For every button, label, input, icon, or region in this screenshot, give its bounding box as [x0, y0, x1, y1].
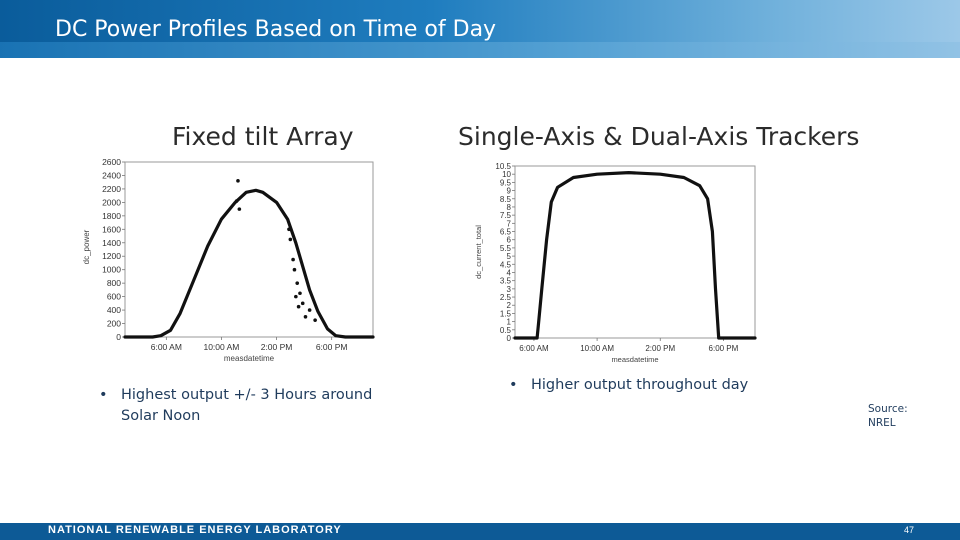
left-bullet-line2: Solar Noon	[121, 408, 201, 424]
y-tick-label: 9.5	[500, 178, 512, 187]
y-tick-label: 10.5	[495, 162, 511, 171]
y-tick-label: 2	[507, 301, 512, 310]
outlier-point	[237, 207, 242, 211]
y-axis-label: dc_current_total	[474, 225, 483, 279]
y-tick-label: 1000	[102, 265, 121, 275]
outlier-point	[234, 199, 239, 203]
y-tick-label: 3	[507, 285, 512, 294]
left-bullet-line1: Highest output +/- 3 Hours around	[121, 387, 373, 403]
outlier-point	[294, 294, 298, 299]
x-tick-label: 10:00 AM	[580, 344, 614, 353]
x-tick-label: 6:00 PM	[316, 342, 348, 352]
x-tick-label: 6:00 PM	[709, 344, 739, 353]
y-tick-label: 5	[507, 252, 512, 261]
y-tick-label: 800	[107, 278, 121, 288]
y-tick-label: 3.5	[500, 277, 512, 286]
tracker-current-chart: 10.5109.598.587.576.565.554.543.532.521.…	[474, 162, 757, 364]
y-tick-label: 1400	[102, 238, 121, 248]
x-axis-label: measdatetime	[611, 355, 658, 364]
footer-lab-name: NATIONAL RENEWABLE ENERGY LABORATORY	[48, 524, 342, 536]
title-bar: DC Power Profiles Based on Time of Day	[0, 0, 960, 58]
source-label: Source:	[868, 403, 908, 415]
title-bar-accent	[0, 42, 960, 58]
data-series-line	[123, 188, 375, 339]
y-tick-label: 0.5	[500, 326, 512, 335]
plot-frame	[514, 165, 756, 339]
slide-title: DC Power Profiles Based on Time of Day	[55, 17, 497, 42]
outlier-point	[287, 227, 291, 232]
outlier-point	[298, 291, 302, 296]
fixed-tilt-power-chart: 2600240022002000180016001400120010008006…	[82, 157, 375, 363]
y-tick-label: 2000	[102, 197, 121, 207]
source-name: NREL	[868, 417, 896, 429]
y-tick-label: 600	[107, 292, 121, 302]
x-tick-label: 10:00 AM	[203, 342, 239, 352]
y-tick-label: 1800	[102, 211, 121, 221]
outlier-point	[313, 318, 317, 322]
y-tick-label: 0	[507, 334, 512, 343]
footer-bar: NATIONAL RENEWABLE ENERGY LABORATORY 47	[0, 523, 960, 540]
outlier-point	[307, 308, 312, 312]
y-tick-label: 2.5	[500, 293, 512, 302]
y-tick-label: 8.5	[500, 195, 512, 204]
y-tick-label: 2600	[102, 157, 121, 167]
y-tick-label: 0	[116, 332, 121, 342]
right-bullet-text: Higher output throughout day	[531, 377, 749, 393]
left-column-heading: Fixed tilt Array	[172, 122, 354, 151]
data-series-line	[513, 171, 757, 340]
y-tick-label: 6.5	[500, 228, 512, 237]
outlier-point	[300, 301, 305, 306]
y-tick-label: 10	[502, 170, 511, 179]
outlier-point	[303, 315, 308, 319]
y-tick-label: 2200	[102, 184, 121, 194]
left-bullet-marker: •	[99, 387, 108, 403]
y-tick-label: 1600	[102, 224, 121, 234]
y-tick-label: 2400	[102, 170, 121, 180]
x-tick-label: 6:00 AM	[519, 344, 549, 353]
x-tick-label: 6:00 AM	[151, 342, 182, 352]
outlier-point	[291, 257, 295, 262]
y-tick-label: 6	[507, 236, 512, 245]
y-tick-label: 9	[507, 187, 512, 196]
y-tick-label: 1	[507, 318, 512, 327]
y-tick-label: 5.5	[500, 244, 512, 253]
y-tick-label: 400	[107, 305, 121, 315]
outlier-point	[288, 237, 293, 242]
right-column-heading: Single-Axis & Dual-Axis Trackers	[458, 122, 860, 151]
right-bullet: • Higher output throughout day	[509, 375, 791, 396]
y-tick-label: 7.5	[500, 211, 512, 220]
left-bullet: • Highest output +/- 3 Hours around Sola…	[99, 385, 401, 427]
y-tick-label: 1.5	[500, 309, 512, 318]
x-axis-label: measdatetime	[224, 354, 275, 363]
x-tick-label: 2:00 PM	[645, 344, 675, 353]
outlier-point	[292, 267, 297, 272]
y-tick-label: 4.5	[500, 260, 512, 269]
y-tick-label: 4	[507, 268, 512, 277]
outlier-point	[295, 281, 300, 285]
right-bullet-marker: •	[509, 377, 518, 393]
y-tick-label: 7	[507, 219, 512, 228]
y-axis-label: dc_power	[82, 229, 91, 264]
outlier-point	[236, 179, 240, 183]
outlier-point	[296, 304, 301, 309]
y-tick-label: 8	[507, 203, 512, 212]
plot-frame	[124, 161, 374, 338]
page-number: 47	[903, 525, 914, 535]
x-tick-label: 2:00 PM	[261, 342, 293, 352]
y-tick-label: 200	[107, 319, 121, 329]
y-tick-label: 1200	[102, 251, 121, 261]
source-note: Source: NREL	[868, 402, 908, 430]
